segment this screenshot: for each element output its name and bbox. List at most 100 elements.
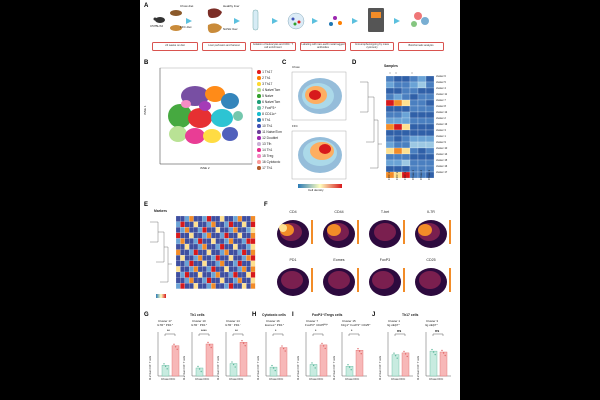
marker-heatmap-cell: [233, 249, 238, 256]
legend-item: 2 Th1: [257, 76, 270, 80]
heatmap-cell: [425, 141, 435, 149]
data-point: [242, 342, 245, 344]
marker-heatmap-cell: [228, 238, 234, 245]
data-point: [241, 340, 243, 342]
h-group-title: Cytotoxic cells: [262, 313, 286, 317]
heatmap-cell: [409, 123, 419, 131]
marker-heatmap-cell: [224, 215, 229, 222]
heatmap-cell: [425, 81, 435, 89]
data-point: [347, 364, 349, 366]
bar-plot-title: Cluster 14: [226, 319, 240, 323]
marker-heatmap-cell: [241, 283, 247, 289]
marker-heatmap-cell: [241, 215, 247, 222]
panel-label-i: I: [292, 312, 294, 318]
colorbar-label: Cell density: [308, 188, 324, 192]
marker-heatmap-cell: [241, 227, 247, 233]
marker-heatmap-cell: [202, 277, 207, 284]
marker-heatmap-cell: [184, 271, 190, 278]
bar-plot-subtitle: Itg αEβ7⁺: [425, 323, 438, 327]
cluster-row-label: cluster 15: [436, 159, 448, 162]
marker-heatmap-cell: [228, 243, 234, 250]
heatmap-cell: [425, 129, 435, 137]
data-point: [431, 348, 433, 351]
heatmap-cell: [385, 123, 395, 131]
cluster-row-label: cluster 9: [436, 141, 446, 144]
marker-heatmap-cell: [211, 271, 216, 278]
heatmap-cell: [385, 111, 395, 119]
heatmap-cell: [401, 111, 411, 119]
workflow-illustration: [153, 8, 429, 33]
legend-item: 14 Th1: [257, 148, 272, 152]
legend-swatch: [257, 160, 261, 164]
heatmap-cell: [385, 87, 395, 95]
marker-heatmap-cell: [224, 243, 229, 250]
heatmap-cell: [409, 99, 419, 107]
cluster-row-label: cluster 12: [436, 111, 448, 114]
marker-heatmap-cell: [184, 266, 190, 273]
heatmap-cell: [385, 141, 395, 149]
marker-heatmap-cell: [211, 255, 216, 261]
data-point: [198, 368, 201, 370]
data-point: [231, 361, 233, 363]
marker-heatmap-cell: [246, 249, 251, 256]
marker-heatmap-cell: [215, 266, 221, 273]
legend-item: 3 Th17: [257, 82, 272, 86]
marker-heatmap-cell: [202, 227, 207, 233]
bar-plot: [425, 332, 451, 377]
data-point: [394, 354, 397, 357]
step-6: Bioinformatic analysis: [398, 42, 444, 51]
marker-heatmap-cell: [237, 277, 243, 284]
marker-heatmap-cell: [197, 238, 203, 245]
legend-swatch: [257, 154, 261, 158]
marker-heatmap-cell: [175, 255, 181, 261]
step-3: Isolation of leukocytes and CD4⁺ T cell …: [250, 42, 296, 51]
data-point: [441, 349, 443, 352]
marker-heatmap-cell: [189, 227, 194, 233]
heatmap-cell: [401, 159, 411, 167]
cluster-row-label: cluster 6: [436, 75, 446, 78]
marker-heatmap-cell: [219, 266, 225, 273]
marker-heatmap-cell: [246, 260, 251, 267]
marker-heatmap-cell: [241, 249, 247, 256]
chow-bar: [429, 350, 438, 377]
marker-heatmap-cell: [215, 227, 221, 233]
data-point: [434, 353, 436, 356]
marker-heatmap-cell: [241, 232, 247, 239]
chow-bar: [229, 363, 238, 377]
legend-item: 12 Doublet: [257, 136, 278, 140]
marker-heatmap-cell: [250, 283, 256, 289]
legend-text: 16 Cytotoxic: [262, 160, 281, 164]
data-point: [200, 370, 202, 373]
bar-xlabels: Chow FFC: [195, 377, 210, 381]
marker-heatmap-cell: [175, 243, 181, 250]
marker-heatmap-cell: [215, 215, 221, 222]
marker-title: CD4: [289, 210, 297, 214]
marker-heatmap-cell: [233, 277, 238, 284]
heatmap-cell: [401, 117, 411, 125]
data-point: [442, 352, 445, 354]
legend-swatch: [257, 136, 261, 140]
marker-heatmap-cell: [184, 227, 190, 233]
marker-heatmap-cell: [237, 232, 243, 239]
marker-expression-plot: [323, 268, 359, 296]
significance-bracket: [272, 333, 284, 336]
legend-item: 6 Naive/Tcm: [257, 100, 280, 104]
data-point: [272, 367, 275, 369]
expression-blob: [374, 223, 396, 241]
expression-colorbar: [311, 268, 313, 292]
chow-bar: [269, 366, 278, 377]
significance-bracket: [198, 333, 210, 336]
heatmap-cell: [417, 153, 427, 161]
marker-heatmap-cell: [215, 243, 221, 250]
cluster-row-label: cluster 5: [436, 81, 446, 84]
figure-page: A Chow diet FFC diet C57BL/6J Healthy li…: [140, 0, 460, 400]
legend-swatch: [257, 94, 261, 98]
sample-col-label: Chow 2: [419, 169, 423, 180]
cluster-row-label: cluster 13: [436, 123, 448, 126]
marker-expression-plot: [369, 268, 405, 296]
heatmap-cell: [401, 93, 411, 101]
marker-heatmap-cell: [250, 215, 256, 222]
expression-colorbar: [403, 220, 405, 244]
heatmap-cell: [385, 159, 395, 167]
marker-heatmap-cell: [233, 232, 238, 239]
